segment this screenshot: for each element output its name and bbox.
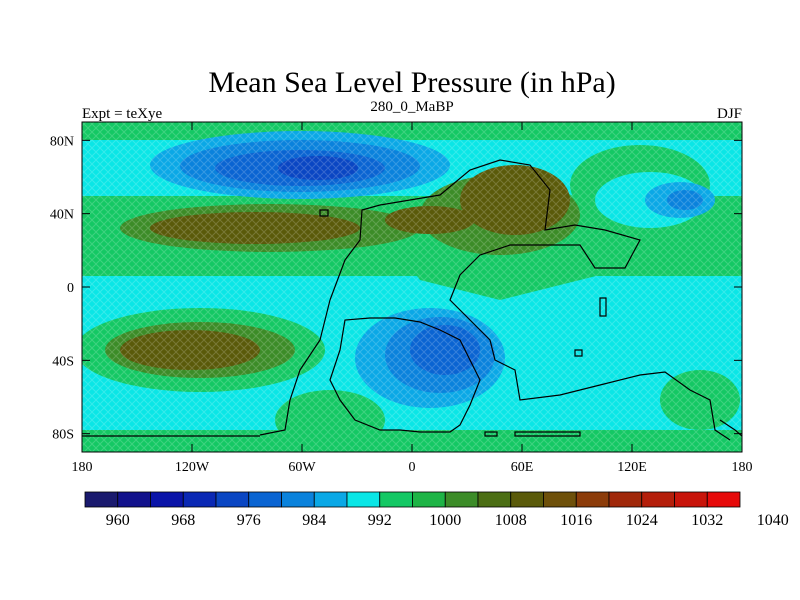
colorbar-label: 984: [302, 512, 326, 529]
colorbar-swatch: [150, 491, 184, 508]
colorbar-swatch: [444, 491, 479, 508]
latitude-axis: 80N 40N 0 40S 80S: [50, 134, 742, 443]
colorbar-swatch: [379, 491, 413, 508]
lon-tick-label: 120E: [617, 460, 647, 475]
colorbar-swatch: [248, 491, 282, 508]
colorbar-label: 992: [368, 512, 392, 529]
lat-tick-label: 80S: [52, 428, 74, 443]
colorbar-label: 1000: [429, 512, 461, 529]
lat-tick-label: 40N: [50, 208, 74, 223]
colorbar-swatch: [575, 491, 610, 508]
colorbar-swatch: [182, 491, 217, 508]
lon-tick-label: 180: [72, 460, 93, 475]
season-label: DJF: [717, 106, 742, 122]
colorbar-label: 976: [237, 512, 261, 529]
coastlines: [82, 159, 742, 441]
lat-tick-label: 80N: [50, 134, 74, 149]
time-label: 280_0_MaBP: [370, 99, 453, 115]
colorbar-swatch: [510, 491, 544, 508]
colorbar-label: 1024: [626, 512, 658, 529]
colorbar-swatch: [281, 491, 315, 508]
colorbar: 960 968 976 984 992 1000 1008 1016 1024 1032 1040: [84, 491, 789, 529]
lon-tick-label: 60E: [511, 460, 534, 475]
colorbar-label: 968: [171, 512, 195, 529]
colorbar-swatch: [674, 491, 708, 508]
colorbar-swatch: [84, 491, 119, 508]
colorbar-swatch: [412, 491, 446, 508]
pressure-map: 180 120W 60W 0 60E 120E 180 80N 40N 0 40S 80S: [50, 121, 753, 475]
colorbar-swatch: [543, 491, 577, 508]
colorbar-swatch: [313, 491, 348, 508]
experiment-label: Expt = teXye: [82, 106, 162, 122]
colorbar-label: 1032: [691, 512, 723, 529]
colorbar-swatch: [608, 491, 643, 508]
colorbar-label: 1040: [757, 512, 789, 529]
colorbar-swatch: [477, 491, 512, 508]
colorbar-label: 1016: [560, 512, 592, 529]
colorbar-swatch: [117, 491, 151, 508]
figure-title: Mean Sea Level Pressure (in hPa): [208, 66, 615, 99]
lon-tick-label: 180: [732, 460, 753, 475]
lat-tick-label: 40S: [52, 354, 74, 369]
lon-tick-label: 0: [409, 460, 416, 475]
longitude-axis: 180 120W 60W 0 60E 120E 180: [72, 122, 753, 475]
colorbar-swatch: [641, 491, 675, 508]
colorbar-swatch: [215, 491, 250, 508]
colorbar-swatch: [706, 491, 741, 508]
colorbar-swatch: [346, 491, 381, 508]
colorbar-label: 1008: [495, 512, 527, 529]
lon-tick-label: 60W: [288, 460, 316, 475]
lon-tick-label: 120W: [175, 460, 210, 475]
colorbar-label: 960: [106, 512, 130, 529]
lat-tick-label: 0: [67, 281, 74, 296]
contour-hatching: [82, 122, 742, 452]
